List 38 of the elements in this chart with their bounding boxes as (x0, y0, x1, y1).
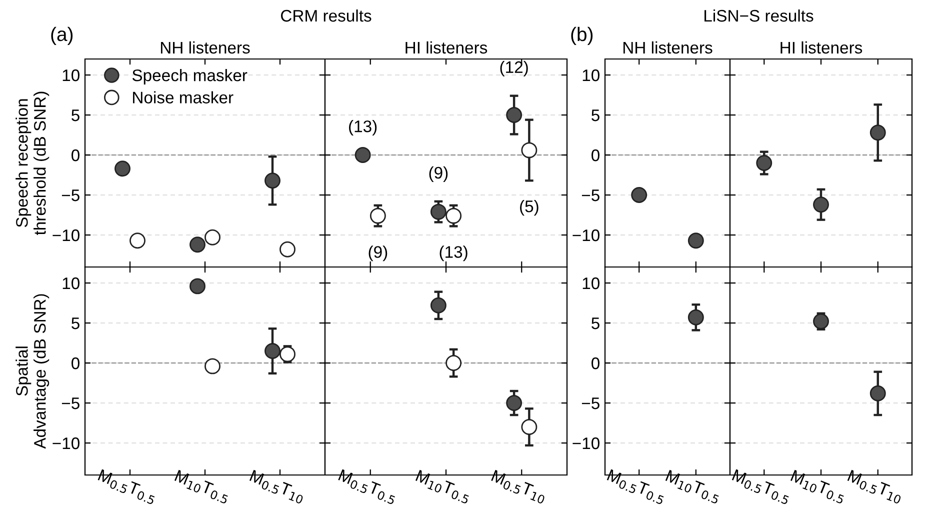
y-tick-label: −5 (62, 398, 80, 410)
annotation: (13) (349, 120, 377, 136)
annotation: (9) (368, 246, 388, 262)
y-tick-label: −5 (582, 190, 600, 202)
y-tick-label: 10 (62, 277, 80, 290)
y-tick-label: 0 (72, 149, 80, 162)
y-tick-label: 5 (592, 318, 600, 330)
chart-title: HI listeners (406, 41, 488, 54)
y-tick-label: 0 (592, 357, 600, 370)
text: (a) (51, 26, 73, 45)
annotation: (9) (429, 166, 448, 182)
y-tick-label: 10 (582, 277, 600, 290)
legend-label: Speech masker (132, 69, 248, 85)
y-axis-title: Speech reception threshold (dB SNR) (16, 92, 50, 235)
y-tick-label: −10 (52, 437, 80, 450)
y-tick-label: 5 (592, 110, 600, 122)
legend-label: Noise masker (133, 91, 234, 104)
y-tick-label: 5 (72, 318, 80, 330)
annotation: (5) (520, 200, 538, 216)
y-tick-label: −5 (62, 190, 80, 202)
chart-title: NH listeners (160, 41, 250, 54)
text: CRM results (281, 9, 372, 22)
chart-title: NH listeners (623, 41, 712, 54)
y-tick-label: 10 (582, 69, 600, 82)
annotation: (13) (440, 246, 468, 262)
y-axis-title: Spatial Advantage (dB SNR) (16, 294, 50, 449)
y-tick-label: 0 (592, 149, 600, 162)
y-tick-label: 0 (72, 357, 80, 370)
y-tick-label: −10 (572, 437, 600, 450)
annotation: (12) (500, 60, 528, 76)
y-tick-label: 5 (72, 110, 80, 122)
text: LiSN−S results (704, 9, 814, 22)
y-tick-label: 10 (62, 69, 80, 82)
chart-title: HI listeners (780, 41, 862, 54)
text: (b) (571, 26, 593, 45)
y-tick-label: −10 (572, 229, 600, 242)
y-tick-label: −5 (582, 398, 600, 410)
y-tick-label: −10 (52, 229, 80, 242)
